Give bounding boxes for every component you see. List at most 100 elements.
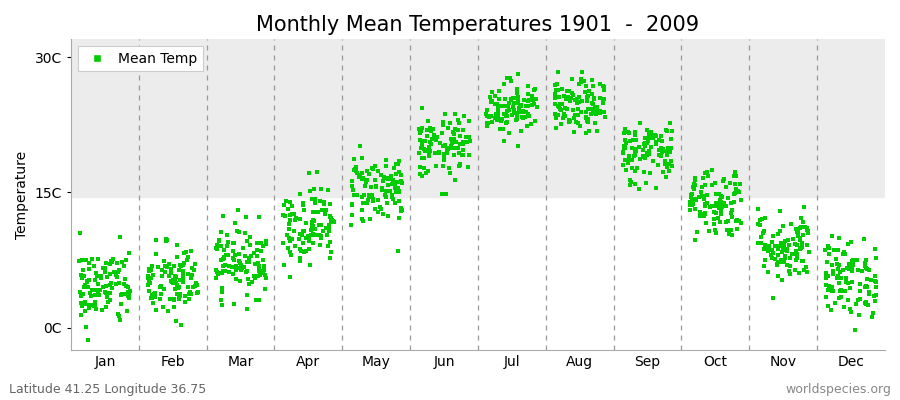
Point (868, 277, 882, 284)
Point (859, 283, 873, 290)
Point (73, 289, 87, 295)
Point (154, 282, 168, 289)
Point (118, 291, 132, 298)
Point (497, 80, 511, 87)
Point (80, 279, 94, 285)
Point (182, 296, 196, 302)
Point (189, 290, 203, 296)
Point (352, 173, 366, 180)
Point (493, 125, 508, 132)
Point (689, 229, 704, 235)
Text: Latitude 41.25 Longitude 36.75: Latitude 41.25 Longitude 36.75 (9, 383, 206, 396)
Point (825, 288, 840, 295)
Point (683, 198, 698, 205)
Point (568, 112, 582, 118)
Point (509, 100, 524, 106)
Point (183, 289, 197, 295)
Point (79, 324, 94, 330)
Point (358, 178, 373, 185)
Point (784, 220, 798, 227)
Point (492, 88, 507, 94)
Point (445, 139, 459, 146)
Point (579, 115, 593, 122)
Point (771, 252, 786, 258)
Point (87, 287, 102, 294)
Point (210, 246, 224, 253)
Point (728, 186, 742, 192)
Point (708, 202, 723, 208)
Point (104, 258, 119, 264)
Point (174, 322, 188, 328)
Point (141, 274, 156, 281)
Point (240, 276, 255, 282)
Point (122, 288, 137, 294)
Point (626, 136, 641, 143)
Point (858, 284, 872, 290)
Point (796, 219, 810, 225)
Point (292, 236, 306, 243)
Point (571, 105, 585, 112)
Point (360, 177, 374, 184)
Point (838, 288, 852, 294)
Point (699, 169, 714, 176)
Point (345, 212, 359, 218)
Point (572, 120, 586, 127)
Point (597, 84, 611, 90)
Point (528, 86, 543, 92)
Point (429, 137, 444, 144)
Point (562, 119, 576, 126)
Point (234, 265, 248, 272)
Point (525, 101, 539, 108)
Point (642, 150, 656, 157)
Point (444, 143, 458, 149)
Point (765, 247, 779, 254)
Point (630, 164, 644, 171)
Point (589, 110, 603, 117)
Point (210, 242, 224, 248)
Point (101, 299, 115, 306)
Point (176, 262, 190, 268)
Point (239, 306, 254, 313)
Point (172, 267, 186, 274)
Point (705, 182, 719, 188)
Point (418, 138, 432, 144)
Point (528, 118, 543, 124)
Point (771, 231, 786, 237)
Point (585, 91, 599, 98)
Point (169, 254, 184, 260)
Point (619, 167, 634, 173)
Point (774, 257, 788, 263)
Point (363, 216, 377, 222)
Point (837, 249, 851, 255)
Point (617, 143, 632, 150)
Point (522, 112, 536, 119)
Point (521, 90, 535, 97)
Point (504, 77, 518, 84)
Point (394, 172, 409, 178)
Point (734, 220, 748, 226)
Point (751, 206, 765, 212)
Point (526, 96, 540, 103)
Point (511, 98, 526, 104)
Point (864, 314, 878, 320)
Point (98, 304, 112, 310)
Point (683, 202, 698, 208)
Point (114, 291, 129, 297)
Point (122, 250, 136, 256)
Point (836, 288, 850, 294)
Point (259, 238, 274, 244)
Point (853, 288, 868, 295)
Point (284, 252, 298, 258)
Point (485, 119, 500, 125)
Point (160, 237, 175, 243)
Point (457, 113, 472, 120)
Point (293, 257, 308, 264)
Point (317, 207, 331, 213)
Point (94, 307, 109, 313)
Point (448, 126, 463, 133)
Point (179, 256, 194, 263)
Point (379, 157, 393, 164)
Point (849, 300, 863, 307)
Point (642, 131, 656, 137)
Point (98, 264, 112, 271)
